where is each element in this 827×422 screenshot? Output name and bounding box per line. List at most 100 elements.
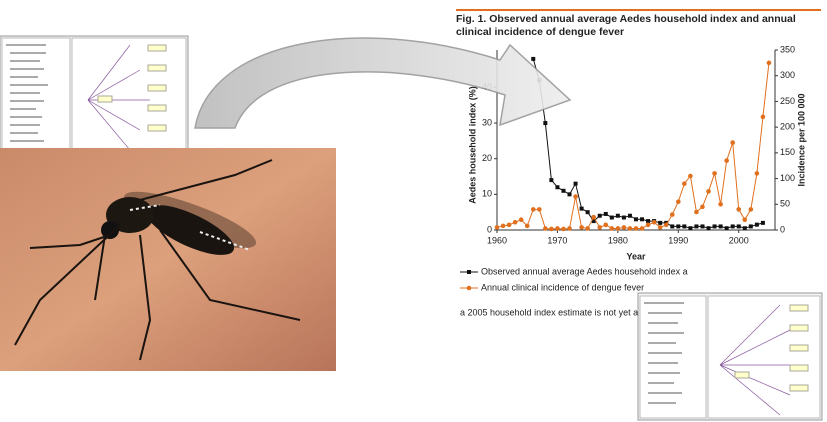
legend-label: Observed annual average Aedes household …	[481, 266, 688, 276]
point	[700, 224, 705, 229]
point	[591, 219, 596, 224]
y2-tick-label: 50	[780, 199, 790, 209]
point	[669, 212, 675, 217]
y2-tick-label: 150	[780, 147, 795, 157]
point	[700, 204, 705, 210]
point	[573, 181, 578, 186]
point	[518, 217, 524, 223]
x-axis-label: Year	[626, 251, 646, 261]
point	[609, 215, 614, 220]
point	[730, 140, 735, 145]
point	[579, 225, 584, 230]
point	[640, 217, 645, 222]
point	[766, 60, 772, 66]
point	[688, 226, 693, 231]
mosquito-photo	[0, 148, 336, 371]
point	[736, 207, 742, 212]
point	[555, 185, 560, 190]
point	[646, 219, 651, 224]
point	[658, 220, 663, 225]
series-line	[532, 58, 764, 229]
point	[585, 226, 590, 231]
point	[760, 114, 766, 120]
screenshot-bottom-right	[637, 292, 823, 421]
point	[682, 181, 687, 187]
point	[676, 199, 681, 205]
point	[537, 207, 542, 212]
point	[597, 225, 603, 230]
point	[730, 224, 735, 229]
y2-tick-label: 200	[780, 122, 795, 132]
point	[627, 213, 632, 218]
point	[754, 171, 760, 176]
point	[621, 215, 626, 220]
point	[724, 226, 729, 231]
point	[688, 173, 693, 179]
point	[742, 217, 748, 223]
point	[573, 194, 578, 199]
point	[718, 224, 723, 229]
point	[724, 158, 729, 163]
chart-title: Fig. 1. Observed annual average Aedes ho…	[456, 9, 821, 39]
point	[512, 219, 518, 225]
point	[609, 226, 615, 231]
point	[500, 223, 506, 229]
y-tick-label: 30	[482, 117, 492, 127]
point	[682, 224, 687, 229]
point	[561, 226, 566, 232]
footnote: a 2005 household index estimate is not y…	[460, 307, 671, 317]
point	[748, 224, 753, 229]
y2-axis-label: Incidence per 100 000	[796, 93, 806, 186]
y-tick-label: 20	[482, 153, 492, 163]
point	[754, 222, 759, 227]
point	[561, 188, 566, 193]
point	[621, 225, 627, 230]
point	[530, 207, 536, 212]
point	[718, 201, 723, 207]
point	[712, 224, 717, 229]
point	[670, 224, 675, 229]
point	[603, 222, 609, 228]
point	[748, 207, 754, 212]
y2-tick-label: 100	[780, 173, 795, 183]
y-tick-label: 0	[487, 224, 492, 234]
arrow	[194, 37, 572, 129]
point	[760, 220, 765, 225]
point	[676, 224, 681, 229]
point	[627, 226, 633, 231]
y-tick-label: 10	[482, 189, 492, 199]
point	[543, 121, 548, 126]
x-tick-label: 1960	[487, 235, 507, 245]
point	[657, 225, 663, 230]
point	[706, 226, 711, 231]
point	[591, 214, 596, 220]
series-line	[496, 62, 770, 230]
point	[494, 225, 500, 230]
point	[736, 224, 741, 229]
point	[579, 206, 584, 211]
legend-label: Annual clinical incidence of dengue feve…	[481, 282, 644, 292]
point	[694, 224, 699, 229]
point	[549, 178, 554, 183]
x-tick-label: 1970	[547, 235, 567, 245]
point	[615, 213, 620, 218]
point	[506, 222, 512, 228]
point	[555, 226, 560, 231]
point	[694, 209, 699, 215]
point	[645, 222, 651, 228]
y2-tick-label: 300	[780, 70, 795, 80]
legend-marker	[467, 270, 471, 274]
y2-tick-label: 0	[780, 224, 785, 234]
point	[585, 210, 590, 215]
y2-tick-label: 250	[780, 96, 795, 106]
point	[549, 226, 554, 232]
y2-tick-label: 350	[780, 44, 795, 54]
point	[634, 217, 638, 222]
point	[706, 189, 711, 194]
point	[742, 226, 747, 231]
point	[597, 213, 602, 218]
point	[633, 226, 639, 231]
x-tick-label: 2000	[729, 235, 749, 245]
point	[531, 56, 536, 61]
